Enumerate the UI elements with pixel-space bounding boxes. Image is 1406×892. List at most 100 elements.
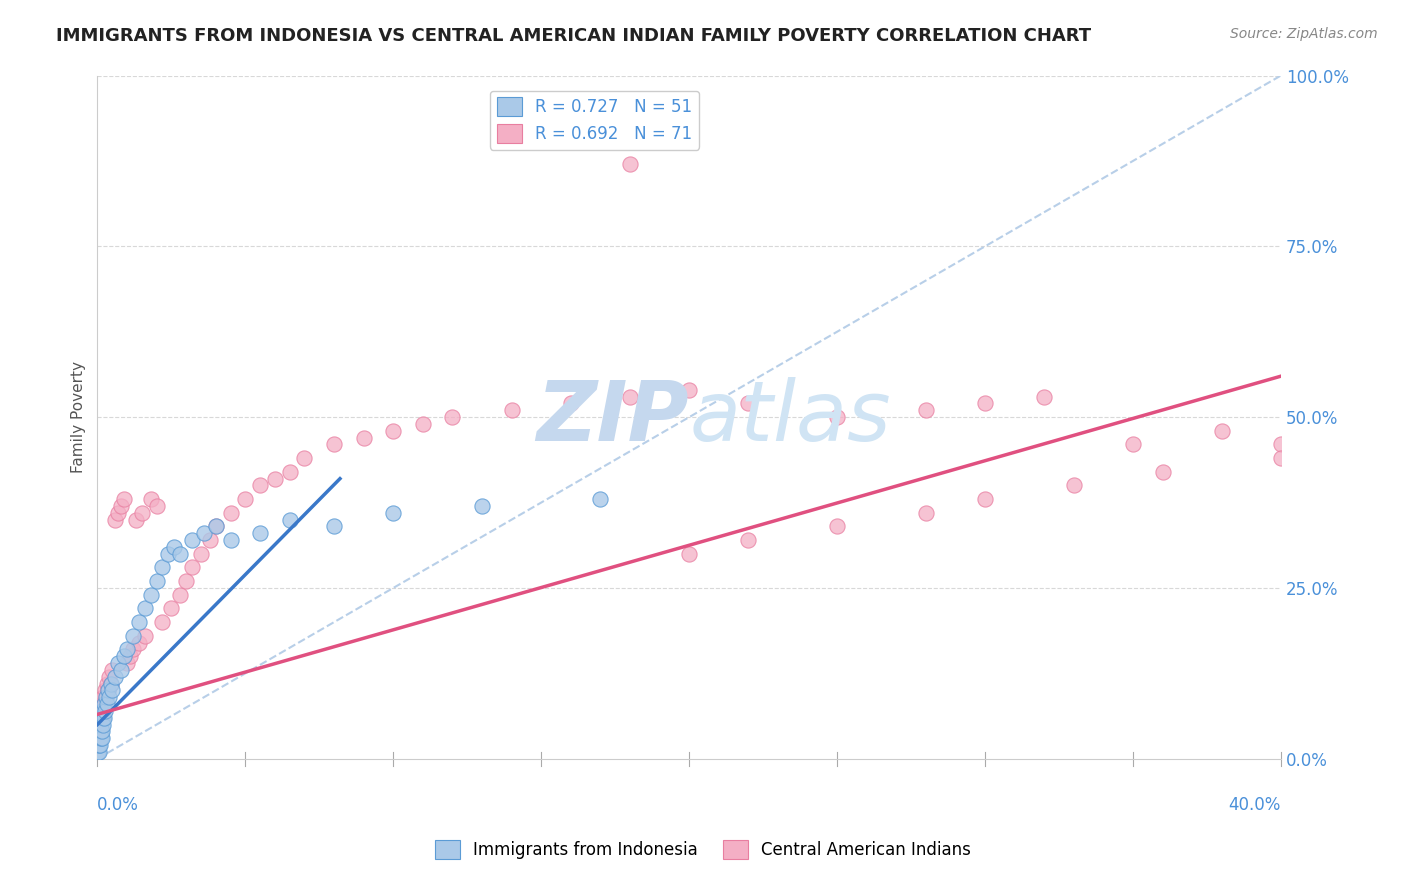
Point (87, 745, 110, 759)
Point (737, 533, 759, 548)
Point (98, 670, 121, 684)
Point (89, 711, 111, 725)
Point (163, 540, 186, 554)
Point (128, 635, 150, 649)
Y-axis label: Family Poverty: Family Poverty (72, 361, 86, 473)
Point (91, 724, 114, 739)
Point (93, 697, 115, 711)
Point (160, 601, 183, 615)
Point (93, 711, 115, 725)
Point (131, 506, 153, 520)
Point (825, 410, 848, 425)
Point (1152, 465, 1174, 479)
Text: atlas: atlas (689, 376, 891, 458)
Point (219, 506, 242, 520)
Point (181, 533, 204, 548)
Point (90, 711, 112, 725)
Point (678, 547, 700, 561)
Point (96, 697, 118, 711)
Point (94, 704, 117, 718)
Point (87, 731, 110, 746)
Point (193, 526, 215, 541)
Point (139, 492, 162, 507)
Point (89, 717, 111, 731)
Point (98, 690, 121, 705)
Point (169, 547, 191, 561)
Point (412, 417, 434, 431)
Point (174, 574, 197, 588)
Point (89, 724, 111, 739)
Point (204, 519, 226, 533)
Point (89, 738, 111, 752)
Point (915, 506, 938, 520)
Point (134, 601, 156, 615)
Point (278, 513, 301, 527)
Point (94, 683, 117, 698)
Point (89, 717, 111, 731)
Point (104, 513, 127, 527)
Point (90, 731, 112, 746)
Point (157, 547, 180, 561)
Point (619, 390, 641, 404)
Point (974, 396, 997, 410)
Point (278, 465, 301, 479)
Point (471, 499, 494, 513)
Point (100, 676, 122, 690)
Point (90, 704, 112, 718)
Point (974, 492, 997, 507)
Point (198, 533, 221, 548)
Text: IMMIGRANTS FROM INDONESIA VS CENTRAL AMERICAN INDIAN FAMILY POVERTY CORRELATION : IMMIGRANTS FROM INDONESIA VS CENTRAL AME… (56, 27, 1091, 45)
Point (115, 642, 138, 657)
Point (96, 676, 118, 690)
Point (90, 724, 112, 739)
Point (93, 697, 115, 711)
Point (107, 506, 129, 520)
Point (560, 396, 582, 410)
Point (1270, 437, 1292, 451)
Point (152, 615, 174, 629)
Point (96, 690, 118, 705)
Point (169, 588, 191, 602)
Point (97, 683, 120, 698)
Point (128, 615, 150, 629)
Point (1211, 424, 1233, 438)
Point (152, 560, 174, 574)
Text: 40.0%: 40.0% (1229, 797, 1281, 814)
Point (104, 670, 127, 684)
Point (1033, 390, 1056, 404)
Point (118, 649, 141, 664)
Point (323, 437, 346, 451)
Text: Source: ZipAtlas.com: Source: ZipAtlas.com (1230, 27, 1378, 41)
Point (1122, 437, 1144, 451)
Point (589, 492, 612, 507)
Legend: R = 0.727   N = 51, R = 0.692   N = 71: R = 0.727 N = 51, R = 0.692 N = 71 (491, 91, 699, 150)
Point (87, 738, 110, 752)
Point (915, 403, 938, 417)
Point (294, 451, 316, 466)
Point (91, 704, 114, 718)
Point (91, 704, 114, 718)
Point (87, 731, 110, 746)
Point (89, 731, 111, 746)
Point (115, 656, 138, 670)
Point (441, 410, 464, 425)
Point (190, 547, 212, 561)
Point (97, 683, 120, 698)
Point (90, 711, 112, 725)
Point (204, 519, 226, 533)
Point (91, 690, 114, 705)
Point (619, 157, 641, 171)
Point (1063, 478, 1085, 492)
Point (323, 519, 346, 533)
Point (233, 492, 256, 507)
Point (112, 492, 135, 507)
Point (101, 663, 124, 677)
Point (91, 697, 114, 711)
Point (101, 683, 124, 698)
Point (134, 629, 156, 643)
Point (110, 499, 132, 513)
Point (87, 745, 110, 759)
Point (249, 526, 271, 541)
Legend: Immigrants from Indonesia, Central American Indians: Immigrants from Indonesia, Central Ameri… (429, 834, 977, 866)
Point (678, 383, 700, 397)
